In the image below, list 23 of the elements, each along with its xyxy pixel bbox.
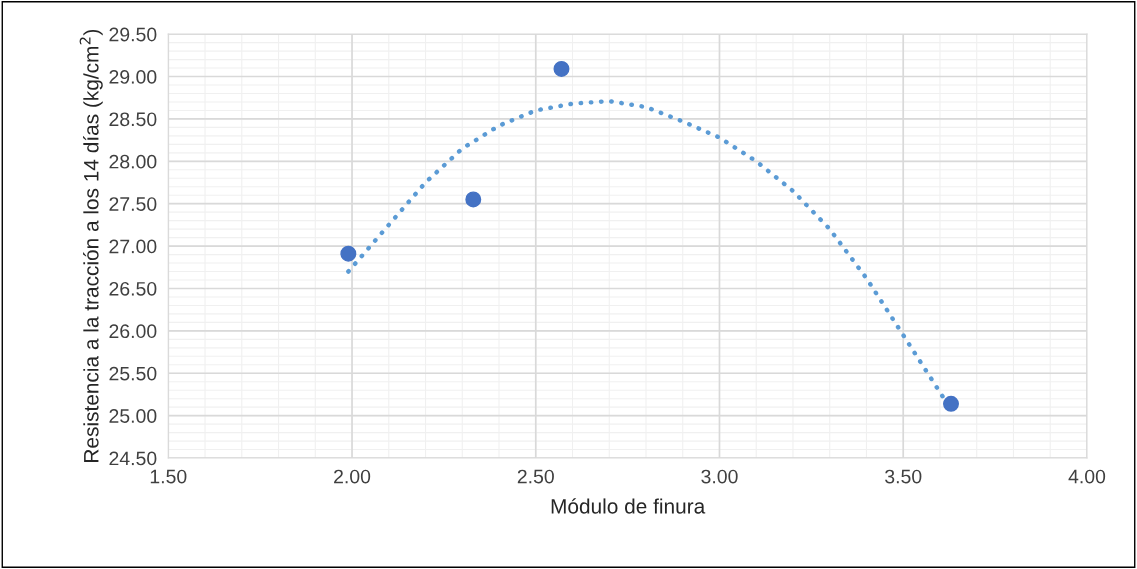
x-tick-label: 4.00: [1068, 469, 1106, 484]
x-tick-label: 3.50: [885, 469, 922, 484]
y-tick-label: 25.00: [109, 409, 157, 423]
point: [465, 191, 482, 208]
y-tick-label: 26.50: [109, 281, 157, 296]
y-tick-label: 24.50: [109, 451, 157, 466]
y-tick-label: 28.50: [109, 112, 157, 127]
point: [553, 60, 570, 77]
y-tick-label: 28.00: [109, 154, 157, 169]
y-tick-label: 27.50: [109, 197, 157, 211]
x-tick-label: 3.00: [701, 469, 738, 484]
y-axis-title: Resistencia a la tracción a los 14 días (kg/cm$^{2}$): [79, 29, 103, 462]
x-tick-label: 2.50: [517, 469, 554, 484]
y-tick-label: 29.00: [109, 70, 157, 84]
point: [943, 395, 959, 412]
x-axis-title: Módulo de finura: [551, 498, 706, 514]
x-tick-label: 2.00: [334, 469, 371, 484]
y-tick-label: 29.50: [109, 27, 157, 42]
y-tick-label: 27.00: [109, 239, 157, 254]
x-tick-label: 1.50: [150, 469, 187, 484]
y-tick-label: 26.00: [109, 324, 157, 339]
point: [340, 245, 357, 262]
y-tick-label: 25.50: [109, 366, 157, 381]
